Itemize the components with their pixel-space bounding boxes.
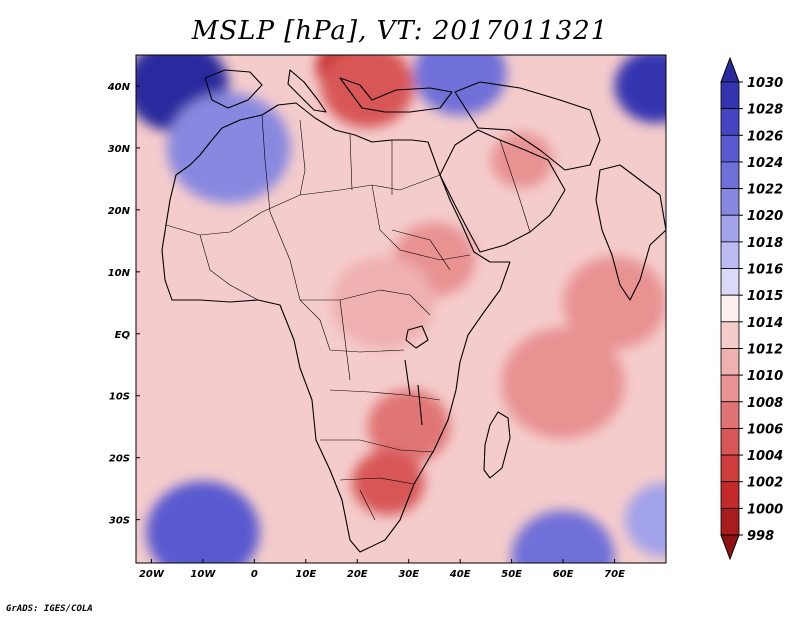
colorbar-label: 1014 xyxy=(747,316,783,331)
colorbar-label: 1018 xyxy=(747,236,783,251)
colorbar-label: 1020 xyxy=(747,209,783,224)
colorbar-label: 1012 xyxy=(747,342,783,357)
y-tick-label: 30N xyxy=(108,144,131,155)
coastlines xyxy=(161,69,666,553)
pressure-center-4 xyxy=(331,256,435,350)
pressure-center-11 xyxy=(166,92,291,204)
colorbar-label: 1030 xyxy=(747,76,783,91)
colorbar-label: 1015 xyxy=(747,289,783,304)
pressure-center-8 xyxy=(563,256,666,350)
iberia-outline xyxy=(204,69,263,109)
colorbar-swatch xyxy=(720,161,740,189)
colorbar-swatch xyxy=(720,401,740,429)
colorbar-label: 1026 xyxy=(747,129,783,144)
pressure-center-5 xyxy=(367,389,450,464)
x-axis: 20W 10W 0 10E 20E 30E 40E 50E 60E 70E xyxy=(139,559,625,580)
y-tick-label: 40N xyxy=(107,82,131,93)
colorbar-swatch xyxy=(720,214,740,243)
colorbar-swatch xyxy=(720,268,740,296)
y-tick-label: 10S xyxy=(109,392,130,403)
colorbar-swatch xyxy=(720,134,740,163)
colorbar-label: 1008 xyxy=(747,396,783,411)
y-tick-label: EQ xyxy=(115,330,131,341)
y-tick-label: 20S xyxy=(109,454,130,465)
pressure-center-15 xyxy=(511,510,615,563)
colorbar-bottom-arrow xyxy=(720,534,740,561)
x-tick-label: 20W xyxy=(139,569,165,580)
colorbar-swatch xyxy=(720,294,740,323)
pressure-center-9 xyxy=(182,237,327,368)
colorbar-label: 1004 xyxy=(747,449,783,464)
colorbar-label: 1002 xyxy=(747,476,783,491)
y-tick-label: 20N xyxy=(108,206,131,217)
colorbar-label: 1000 xyxy=(747,502,783,517)
x-tick-label: 40E xyxy=(449,569,471,580)
credit-label: GrADS: IGES/COLA xyxy=(6,604,93,614)
italy-outline xyxy=(287,69,327,113)
colorbar-swatch xyxy=(720,481,740,509)
arabia-outline xyxy=(439,129,566,253)
colorbar-label: 1028 xyxy=(747,103,783,118)
pressure-center-14 xyxy=(146,481,260,563)
x-tick-label: 0 xyxy=(251,569,258,580)
colorbar-swatch xyxy=(720,374,740,403)
map-frame xyxy=(135,54,667,564)
x-tick-label: 10E xyxy=(295,569,316,580)
x-tick-label: 30E xyxy=(398,569,419,580)
pressure-field xyxy=(136,55,666,563)
y-tick-label: 10N xyxy=(108,268,131,279)
rift-lakes xyxy=(404,359,423,426)
colorbar-label: 998 xyxy=(747,529,774,544)
colorbar-label: 1010 xyxy=(747,369,783,384)
colorbar: 1030 1028 1026 1024 1022 1020 1018 1016 1015 1014… xyxy=(720,56,783,561)
colorbar-label: 1022 xyxy=(747,183,783,198)
madagascar-outline xyxy=(483,411,511,479)
colorbar-label: 1024 xyxy=(747,156,783,171)
greece-turkey-outline xyxy=(339,77,453,113)
colorbar-swatch xyxy=(720,188,740,216)
colorbar-swatch xyxy=(720,348,740,376)
x-tick-label: 70E xyxy=(604,569,625,580)
colorbar-label: 1006 xyxy=(747,422,783,437)
colorbar-swatch xyxy=(720,454,740,483)
pressure-center-7 xyxy=(501,327,625,439)
persia-outline xyxy=(454,81,601,171)
colorbar-swatch xyxy=(720,321,740,349)
colorbar-swatch xyxy=(720,428,740,456)
pressure-center-2 xyxy=(491,132,553,189)
pressure-center-6 xyxy=(352,450,425,515)
x-tick-label: 20E xyxy=(347,569,368,580)
y-tick-label: 30S xyxy=(109,516,130,527)
colorbar-top-arrow xyxy=(720,56,740,83)
pressure-center-1 xyxy=(321,55,414,128)
y-axis: 40N 30N 20N 10N EQ 10S 20S 30S xyxy=(107,82,140,527)
colorbar-swatch xyxy=(720,241,740,269)
country-borders xyxy=(165,114,531,521)
lake-victoria xyxy=(405,325,429,349)
x-tick-label: 10W xyxy=(190,569,216,580)
colorbar-label: 1016 xyxy=(747,263,783,278)
x-tick-label: 60E xyxy=(553,569,574,580)
colorbar-swatch xyxy=(720,507,740,536)
india-outline xyxy=(595,164,666,301)
map-title: MSLP [hPa], VT: 2017011321 xyxy=(191,16,609,46)
africa-coastline xyxy=(161,102,511,553)
colorbar-swatch xyxy=(720,81,740,110)
pressure-center-12 xyxy=(413,55,507,116)
x-tick-label: 50E xyxy=(501,569,522,580)
pressure-center-13 xyxy=(614,55,666,124)
colorbar-swatch xyxy=(720,108,740,136)
pressure-center-16 xyxy=(624,482,666,557)
